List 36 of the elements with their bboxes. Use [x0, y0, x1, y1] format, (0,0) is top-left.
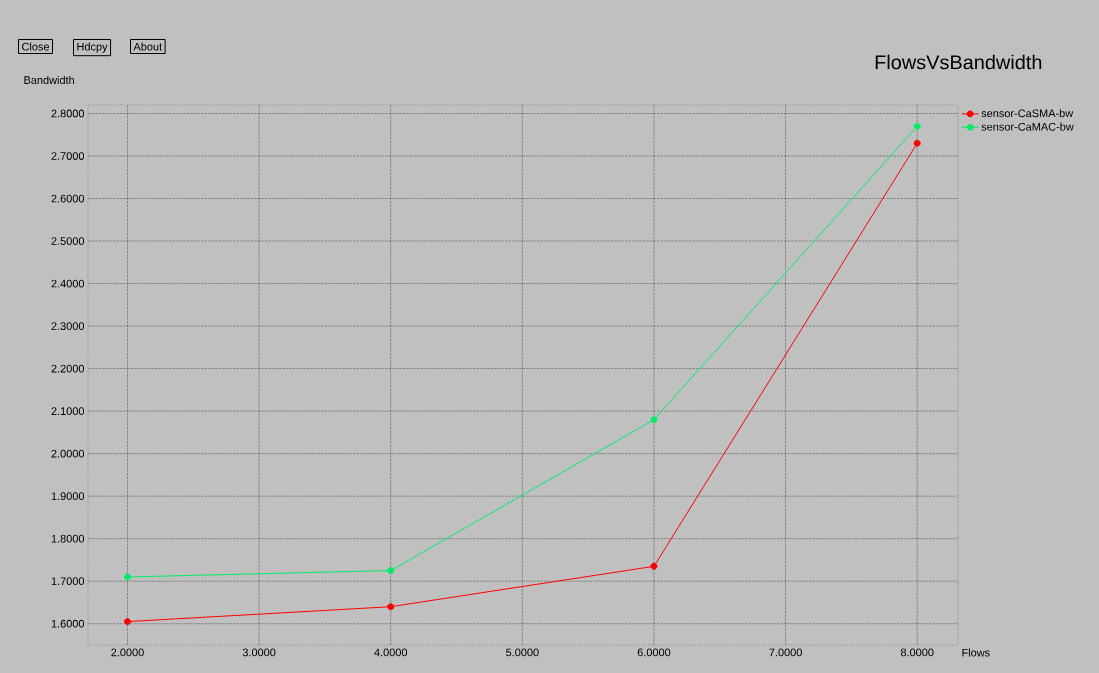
text: About [133, 42, 163, 51]
point [124, 573, 131, 581]
y-tick-label: 2.4000 [51, 279, 85, 288]
x-tick-label: 5.0000 [506, 648, 539, 657]
y-tick-label: 2.0000 [51, 449, 85, 458]
y-tick-label: 1.7000 [51, 577, 85, 586]
point [650, 416, 658, 424]
x-tick-label: 4.0000 [374, 648, 408, 657]
y-tick-label: 2.1000 [51, 407, 85, 416]
x-tick-label: 2.0000 [111, 648, 144, 657]
x-tick-label: 7.0000 [769, 648, 802, 657]
y-tick-label: 2.7000 [51, 152, 85, 160]
chart-title: FlowsVsBandwidth [875, 54, 1042, 70]
y-tick-label: 2.2000 [51, 364, 85, 373]
legend-label: sensor-CaSMA-bw [981, 109, 1074, 118]
y-axis-title: Bandwidth [24, 75, 74, 85]
legend-label: sensor-CaMAC-bw [981, 122, 1074, 131]
text: Close [22, 42, 50, 51]
point [650, 562, 658, 570]
point [913, 122, 921, 130]
x-axis-title: Flows [962, 648, 990, 657]
y-tick-label: 1.6000 [51, 619, 85, 628]
x-tick-label: 8.0000 [900, 648, 934, 657]
text: Hdcpy [77, 42, 108, 53]
point [124, 618, 131, 626]
y-tick-label: 2.5000 [51, 237, 85, 245]
y-tick-label: 1.9000 [51, 492, 85, 501]
point [387, 567, 395, 575]
y-tick-label: 2.3000 [51, 322, 85, 330]
x-tick-label: 6.0000 [637, 648, 671, 657]
y-tick-label: 1.8000 [51, 534, 85, 543]
point [913, 139, 921, 147]
x-tick-label: 3.0000 [242, 648, 276, 657]
y-tick-label: 2.6000 [51, 194, 85, 203]
y-tick-label: 2.8000 [51, 109, 85, 118]
point [387, 603, 395, 611]
